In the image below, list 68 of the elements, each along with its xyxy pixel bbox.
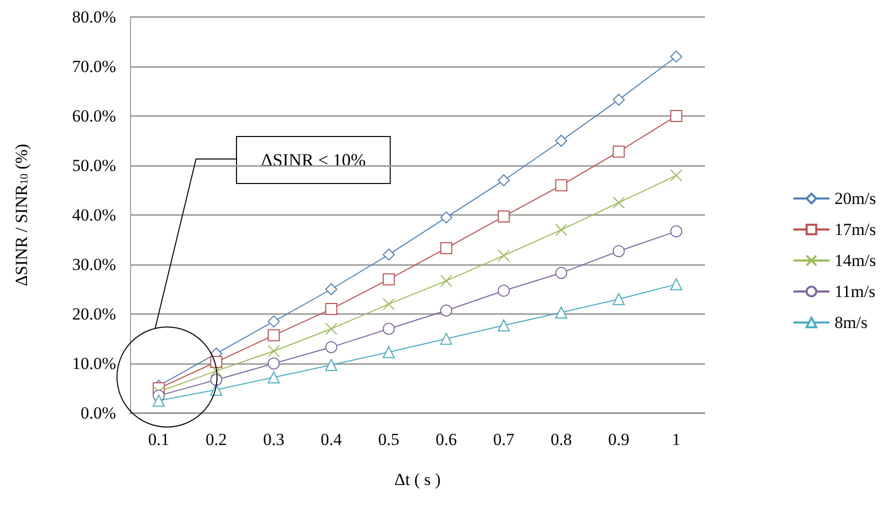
x-tick-label: 0.5 — [378, 430, 400, 449]
point — [670, 110, 682, 122]
point — [612, 94, 625, 106]
point — [382, 346, 395, 358]
point — [670, 169, 682, 182]
point — [268, 315, 280, 328]
point — [612, 146, 625, 158]
x-tick-label: 0.6 — [436, 430, 457, 449]
point — [612, 196, 625, 209]
y-tick-label: 30.0% — [72, 255, 116, 274]
y-tick-label: 40.0% — [72, 206, 116, 224]
y-tick-label: 10.0% — [72, 354, 116, 373]
legend-label: 17m/s — [834, 220, 876, 239]
x-tick-label: 0.4 — [320, 430, 342, 449]
point — [440, 211, 452, 224]
x-tick-label: 0.3 — [263, 430, 284, 449]
y-tick-label: 60.0% — [72, 106, 116, 126]
y-axis-title: ΔSINR / SINR10 (%) — [12, 144, 31, 286]
point — [382, 298, 395, 310]
point — [670, 50, 682, 63]
point — [440, 332, 452, 345]
point — [670, 278, 682, 290]
point — [498, 284, 510, 297]
y-tick-label: 70.0% — [72, 57, 116, 76]
x-tick-label: 1 — [672, 430, 680, 449]
x-axis-title: Δt ( s ) — [394, 470, 441, 489]
y-tick-label: 0.0% — [80, 404, 116, 422]
point — [152, 394, 165, 407]
y-tick-label: 20.0% — [72, 304, 116, 324]
x-tick-label: 0.7 — [493, 430, 515, 449]
point — [325, 303, 338, 316]
point — [268, 345, 280, 358]
point — [325, 283, 338, 296]
legend-label: 8m/s — [834, 313, 868, 332]
point — [440, 242, 452, 254]
point — [325, 358, 338, 371]
point — [268, 371, 280, 384]
legend-label: 20m/s — [834, 189, 876, 208]
y-tick-label: 50.0% — [72, 156, 116, 175]
point — [555, 306, 568, 319]
x-tick-label: 0.9 — [608, 430, 630, 449]
point — [440, 304, 452, 317]
point — [382, 273, 395, 286]
y-tick-label: 80.0% — [72, 8, 116, 26]
point — [498, 210, 510, 222]
x-tick-label: 0.1 — [148, 430, 170, 449]
point — [555, 179, 568, 192]
point — [325, 341, 338, 354]
point — [555, 266, 568, 279]
point — [325, 322, 338, 335]
point — [612, 293, 625, 306]
x-tick-label: 0.2 — [206, 430, 227, 449]
point — [382, 248, 395, 261]
point — [440, 274, 452, 287]
point — [210, 364, 222, 377]
point — [670, 225, 682, 238]
point — [555, 224, 568, 236]
point — [555, 134, 568, 147]
point — [268, 329, 280, 342]
point — [498, 250, 510, 262]
legend-label: 11m/s — [834, 282, 876, 301]
point — [498, 319, 510, 332]
point — [382, 322, 395, 335]
point — [612, 245, 625, 258]
point — [498, 174, 510, 186]
x-tick-label: 0.8 — [550, 430, 572, 449]
legend-label: 14m/s — [834, 251, 876, 270]
point — [268, 358, 280, 370]
